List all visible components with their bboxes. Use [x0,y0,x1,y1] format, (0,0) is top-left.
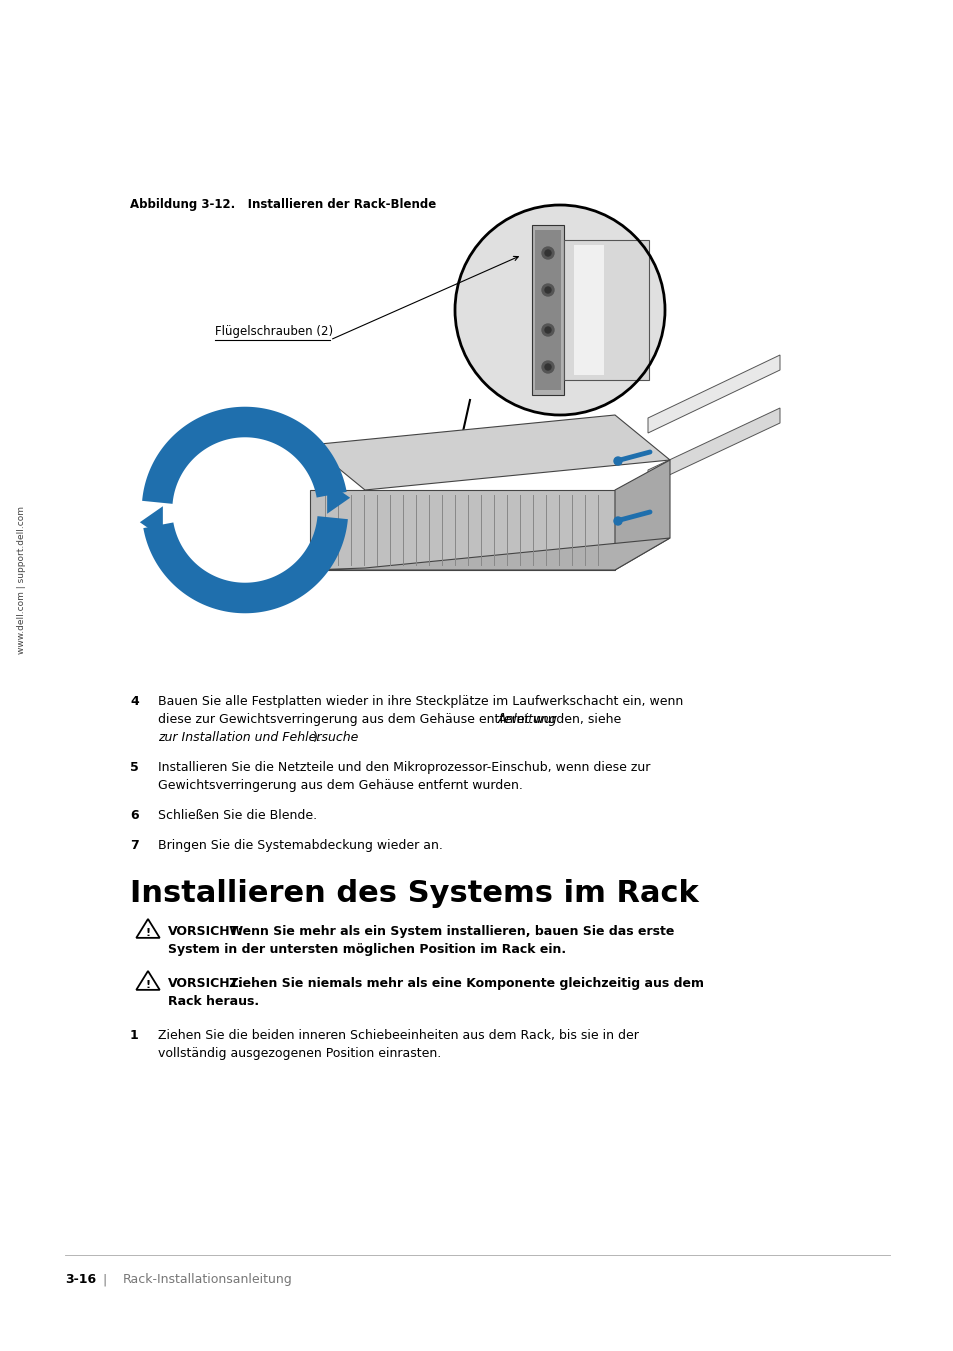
Text: Bauen Sie alle Festplatten wieder in ihre Steckplätze im Laufwerkschacht ein, we: Bauen Sie alle Festplatten wieder in ihr… [158,694,682,708]
Text: vollständig ausgezogenen Position einrasten.: vollständig ausgezogenen Position einras… [158,1047,441,1061]
Text: !: ! [145,928,151,938]
Text: diese zur Gewichtsverringerung aus dem Gehäuse entfernt wurden, siehe: diese zur Gewichtsverringerung aus dem G… [158,713,624,725]
Bar [317,520,337,538]
Circle shape [544,250,551,255]
Text: System in der untersten möglichen Position im Rack ein.: System in der untersten möglichen Positi… [168,943,565,957]
Text: Rack-Installationsanleitung: Rack-Installationsanleitung [123,1273,293,1286]
Circle shape [614,517,621,526]
Text: Installieren des Systems im Rack: Installieren des Systems im Rack [130,880,698,908]
Polygon shape [327,482,350,513]
Text: 1: 1 [130,1029,138,1042]
Text: zur Installation und Fehlersuche: zur Installation und Fehlersuche [158,731,358,744]
Circle shape [455,205,664,415]
Text: Flügelschrauben (2): Flügelschrauben (2) [214,326,333,338]
Circle shape [196,462,293,558]
Text: VORSICHT:: VORSICHT: [168,925,243,938]
Text: !: ! [145,979,151,990]
Text: Installieren Sie die Netzteile und den Mikroprozessor-Einschub, wenn diese zur: Installieren Sie die Netzteile und den M… [158,761,650,774]
Text: 4: 4 [130,694,138,708]
Circle shape [614,457,621,465]
Text: 5: 5 [130,761,138,774]
Polygon shape [310,490,615,570]
Polygon shape [136,919,159,938]
Text: Bringen Sie die Systemabdeckung wieder an.: Bringen Sie die Systemabdeckung wieder a… [158,839,442,852]
Text: Ziehen Sie niemals mehr als eine Komponente gleichzeitig aus dem: Ziehen Sie niemals mehr als eine Kompone… [225,977,703,990]
Circle shape [541,247,554,259]
Bar [574,245,603,376]
Circle shape [544,327,551,332]
Text: Wenn Sie mehr als ein System installieren, bauen Sie das erste: Wenn Sie mehr als ein System installiere… [225,925,674,938]
Polygon shape [310,538,669,570]
Text: Rack heraus.: Rack heraus. [168,994,259,1008]
Text: 7: 7 [130,839,138,852]
Circle shape [541,324,554,336]
Text: Anleitung: Anleitung [497,713,557,725]
Text: 3-16: 3-16 [65,1273,96,1286]
Circle shape [544,363,551,370]
Text: Gewichtsverringerung aus dem Gehäuse entfernt wurden.: Gewichtsverringerung aus dem Gehäuse ent… [158,780,522,792]
Text: Abbildung 3-12.   Installieren der Rack-Blende: Abbildung 3-12. Installieren der Rack-Bl… [130,199,436,211]
Polygon shape [647,355,780,434]
Polygon shape [615,459,669,570]
Circle shape [544,286,551,293]
Circle shape [199,463,291,557]
Bar [563,240,648,380]
Text: VORSICHT:: VORSICHT: [168,977,243,990]
Text: 6: 6 [130,809,138,821]
Polygon shape [310,415,669,490]
Circle shape [541,284,554,296]
Polygon shape [647,408,780,485]
Text: ).: ). [313,731,322,744]
Bar [535,230,560,390]
Bar [532,226,563,394]
Polygon shape [140,507,163,538]
Circle shape [541,361,554,373]
Text: Ziehen Sie die beiden inneren Schiebeeinheiten aus dem Rack, bis sie in der: Ziehen Sie die beiden inneren Schiebeein… [158,1029,639,1042]
Text: |: | [95,1273,115,1286]
Text: Schließen Sie die Blende.: Schließen Sie die Blende. [158,809,316,821]
Text: www.dell.com | support.dell.com: www.dell.com | support.dell.com [17,507,27,654]
Polygon shape [136,971,159,990]
